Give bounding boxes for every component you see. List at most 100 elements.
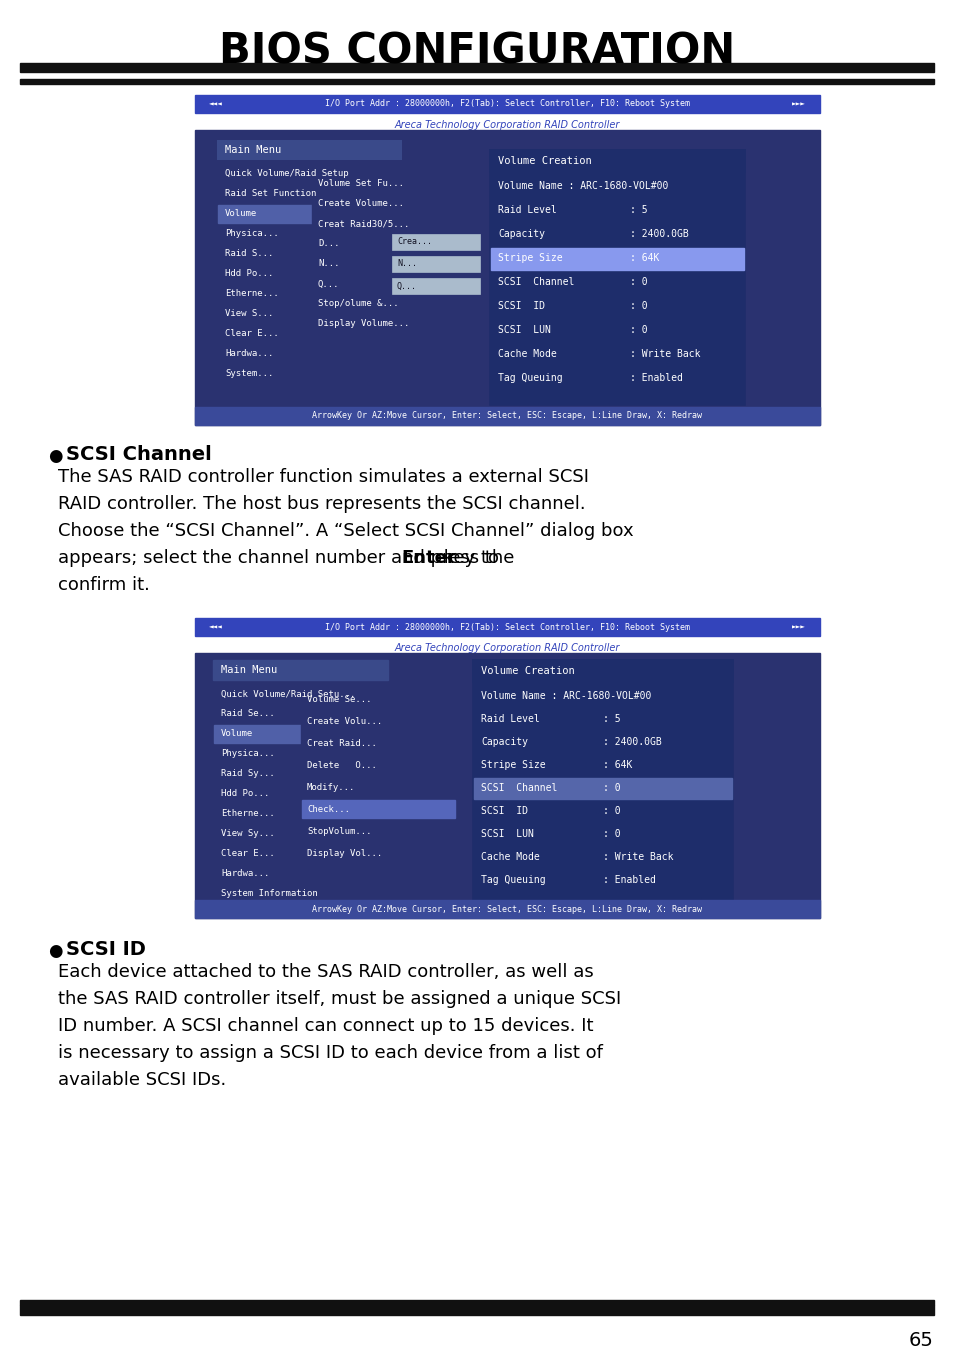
Text: Capacity: Capacity <box>480 737 527 747</box>
Bar <box>213 724 387 743</box>
Text: View S...: View S... <box>225 310 274 318</box>
Text: Display Vol...: Display Vol... <box>307 849 382 858</box>
Bar <box>312 171 476 345</box>
Text: Clear E...: Clear E... <box>225 329 278 338</box>
Text: confirm it.: confirm it. <box>58 575 150 594</box>
Text: Volume Se...: Volume Se... <box>307 696 371 704</box>
Text: SCSI  ID: SCSI ID <box>497 301 544 311</box>
Text: : 5: : 5 <box>629 204 647 215</box>
Text: Physica...: Physica... <box>221 750 274 758</box>
Bar <box>20 79 933 84</box>
Bar <box>213 659 388 680</box>
Text: Physica...: Physica... <box>225 229 278 238</box>
Text: : 64K: : 64K <box>602 760 632 770</box>
Text: Raid Set Function: Raid Set Function <box>225 190 316 199</box>
Text: Volume Name : ARC-1680-VOL#00: Volume Name : ARC-1680-VOL#00 <box>497 181 668 191</box>
Text: Creat Raid30/5...: Creat Raid30/5... <box>317 219 409 229</box>
Text: I/O Port Addr : 28000000h, F2(Tab): Select Controller, F10: Reboot System: I/O Port Addr : 28000000h, F2(Tab): Sele… <box>325 99 689 108</box>
Text: Choose the “SCSI Channel”. A “Select SCSI Channel” dialog box: Choose the “SCSI Channel”. A “Select SCS… <box>58 523 633 540</box>
Text: : 0: : 0 <box>629 301 647 311</box>
Text: Each device attached to the SAS RAID controller, as well as: Each device attached to the SAS RAID con… <box>58 963 593 982</box>
Bar <box>194 653 820 918</box>
Text: Volume Creation: Volume Creation <box>480 666 574 676</box>
Text: The SAS RAID controller function simulates a external SCSI: The SAS RAID controller function simulat… <box>58 468 588 486</box>
Text: Q...: Q... <box>317 279 339 288</box>
Text: Raid Sy...: Raid Sy... <box>221 769 274 779</box>
Text: SCSI  LUN: SCSI LUN <box>480 829 534 839</box>
Bar <box>194 408 820 425</box>
Text: View Sy...: View Sy... <box>221 830 274 838</box>
Text: Volume Creation: Volume Creation <box>497 156 591 167</box>
Text: SCSI  ID: SCSI ID <box>480 806 527 816</box>
Text: Creat Raid...: Creat Raid... <box>307 739 376 749</box>
Bar <box>20 1300 933 1305</box>
Bar <box>20 1305 933 1315</box>
Text: Raid Se...: Raid Se... <box>221 709 274 719</box>
Text: Hardwa...: Hardwa... <box>221 869 269 879</box>
Bar <box>194 900 820 918</box>
Text: RAID controller. The host bus represents the SCSI channel.: RAID controller. The host bus represents… <box>58 496 585 513</box>
Bar <box>301 685 456 871</box>
Bar <box>20 64 933 72</box>
Text: I/O Port Addr : 28000000h, F2(Tab): Select Controller, F10: Reboot System: I/O Port Addr : 28000000h, F2(Tab): Sele… <box>325 623 689 631</box>
Bar <box>216 139 401 395</box>
Text: Stripe Size: Stripe Size <box>497 253 562 263</box>
Text: Check...: Check... <box>307 806 350 815</box>
Bar <box>216 139 401 160</box>
Text: Raid S...: Raid S... <box>225 249 274 259</box>
Text: Hardwa...: Hardwa... <box>225 349 274 359</box>
Text: : 5: : 5 <box>602 714 620 724</box>
Bar <box>213 659 388 900</box>
Text: Etherne...: Etherne... <box>225 290 278 298</box>
Text: Stop/olume &...: Stop/olume &... <box>317 299 398 309</box>
Text: Quick Volume/Raid Setup: Quick Volume/Raid Setup <box>225 169 348 179</box>
Text: : 0: : 0 <box>602 806 620 816</box>
Bar <box>474 779 731 799</box>
Text: SCSI  Channel: SCSI Channel <box>497 278 574 287</box>
Text: : Write Back: : Write Back <box>602 852 673 862</box>
Text: : 0: : 0 <box>629 278 647 287</box>
Bar <box>491 248 743 269</box>
Bar <box>392 278 479 294</box>
Text: ●: ● <box>48 447 63 464</box>
Text: Tag Queuing: Tag Queuing <box>480 875 545 886</box>
Text: SCSI  Channel: SCSI Channel <box>480 783 557 793</box>
Bar <box>194 617 820 636</box>
Text: Clear E...: Clear E... <box>221 849 274 858</box>
Text: Cache Mode: Cache Mode <box>497 349 557 359</box>
Bar <box>473 659 732 682</box>
Text: Hdd Po...: Hdd Po... <box>225 269 274 279</box>
Text: : 0: : 0 <box>629 325 647 334</box>
Text: : 0: : 0 <box>602 829 620 839</box>
Text: Create Volume...: Create Volume... <box>317 199 403 209</box>
Text: Create Volu...: Create Volu... <box>307 718 382 727</box>
Text: N...: N... <box>317 260 339 268</box>
Text: Main Menu: Main Menu <box>221 665 277 676</box>
Text: : 64K: : 64K <box>629 253 659 263</box>
Text: Areca Technology Corporation RAID Controller: Areca Technology Corporation RAID Contro… <box>395 643 619 653</box>
Text: Volume: Volume <box>221 730 253 738</box>
Text: ArrowKey Or AZ:Move Cursor, Enter: Select, ESC: Escape, L:Line Draw, X: Redraw: ArrowKey Or AZ:Move Cursor, Enter: Selec… <box>313 904 701 914</box>
Text: ◄◄◄: ◄◄◄ <box>209 99 223 108</box>
Text: 65: 65 <box>908 1331 933 1350</box>
Text: Volume Set Fu...: Volume Set Fu... <box>317 180 403 188</box>
Text: System...: System... <box>225 370 274 379</box>
Text: : 2400.0GB: : 2400.0GB <box>629 229 688 240</box>
Text: Tag Queuing: Tag Queuing <box>497 372 562 383</box>
Text: Enter: Enter <box>400 548 456 567</box>
Text: Stripe Size: Stripe Size <box>480 760 545 770</box>
Text: Capacity: Capacity <box>497 229 544 240</box>
Text: Main Menu: Main Menu <box>225 145 281 154</box>
Text: : Enabled: : Enabled <box>602 875 655 886</box>
Text: Crea...: Crea... <box>396 237 432 246</box>
Text: Volume Name : ARC-1680-VOL#00: Volume Name : ARC-1680-VOL#00 <box>480 691 651 701</box>
Text: BIOS CONFIGURATION: BIOS CONFIGURATION <box>218 31 735 73</box>
Bar <box>392 256 479 272</box>
Text: key to: key to <box>438 548 499 567</box>
Bar <box>302 800 455 818</box>
Bar <box>218 204 400 223</box>
Bar <box>490 150 744 172</box>
Text: Cache Mode: Cache Mode <box>480 852 539 862</box>
Text: ID number. A SCSI channel can connect up to 15 devices. It: ID number. A SCSI channel can connect up… <box>58 1017 593 1034</box>
Text: is necessary to assign a SCSI ID to each device from a list of: is necessary to assign a SCSI ID to each… <box>58 1044 602 1062</box>
